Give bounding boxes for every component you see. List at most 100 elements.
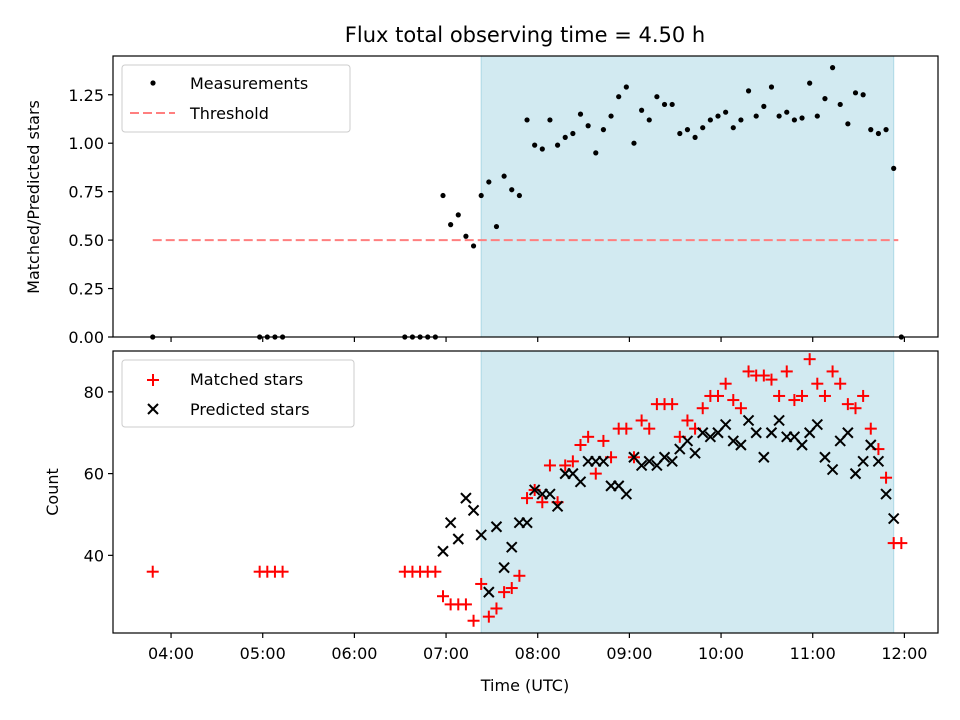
matched-star-point xyxy=(742,365,755,378)
predicted-star-point xyxy=(857,455,869,468)
measurement-point xyxy=(524,117,530,123)
predicted-star-point xyxy=(506,541,518,553)
bottom-x-tick-label: 08:00 xyxy=(515,644,561,663)
matched-star-point xyxy=(757,369,770,382)
measurement-point xyxy=(692,134,698,140)
predicted-star-point xyxy=(551,500,564,513)
measurement-point xyxy=(448,222,454,228)
legend-matched-label: Matched stars xyxy=(190,370,303,389)
predicted-star-point xyxy=(483,586,495,598)
top-y-tick-label: 1.25 xyxy=(68,86,104,105)
predicted-star-point xyxy=(750,427,762,439)
measurement-point xyxy=(639,107,645,113)
matched-star-point xyxy=(864,422,877,435)
top-axes-frame xyxy=(112,55,939,338)
matched-star-point xyxy=(834,377,847,390)
measurement-point xyxy=(852,90,859,96)
top-y-tick-label: 1.00 xyxy=(68,134,104,153)
matched-star-point xyxy=(459,598,472,611)
measurement-point xyxy=(814,113,820,119)
predicted-star-point xyxy=(742,414,755,427)
predicted-star-point xyxy=(819,451,831,463)
predicted-star-point xyxy=(597,455,610,468)
predicted-star-point xyxy=(467,504,480,517)
predicted-star-point xyxy=(666,455,678,468)
predicted-star-point xyxy=(643,455,655,468)
measurement-point xyxy=(837,101,843,108)
bottom-legend-box xyxy=(121,359,355,428)
legend-matched-marker xyxy=(147,374,159,386)
matched-star-point xyxy=(505,582,518,595)
matched-star-point xyxy=(620,422,633,435)
matched-star-point xyxy=(818,389,831,402)
measurement-point xyxy=(669,101,675,108)
predicted-star-point xyxy=(490,521,503,533)
measurement-point xyxy=(470,243,477,249)
matched-star-point xyxy=(490,602,503,615)
matched-star-point xyxy=(681,414,694,427)
predicted-star-point xyxy=(697,427,709,439)
measurement-point xyxy=(883,127,889,133)
matched-star-point xyxy=(597,434,610,447)
bottom-x-tick-label: 06:00 xyxy=(331,644,377,663)
predicted-star-point xyxy=(773,414,785,427)
matched-star-point xyxy=(826,365,839,378)
measurement-point xyxy=(761,103,767,109)
predicted-star-point xyxy=(849,467,862,480)
legend-predicted-marker xyxy=(147,403,159,415)
measurement-point xyxy=(646,117,652,123)
matched-star-point xyxy=(589,467,602,480)
matched-star-point xyxy=(574,439,587,451)
bottom-y-tick-label: 40 xyxy=(84,546,104,565)
measurement-point xyxy=(608,113,614,119)
top-y-tick-label: 0.00 xyxy=(68,328,104,347)
measurement-point xyxy=(631,140,637,146)
measurement-point xyxy=(440,192,446,199)
predicted-star-point xyxy=(865,439,877,451)
matched-star-point xyxy=(467,614,480,627)
bottom-x-tick-label: 05:00 xyxy=(240,644,286,663)
measurement-point xyxy=(891,165,897,171)
measurement-point xyxy=(860,92,866,98)
measurement-point xyxy=(868,127,874,133)
predicted-star-point xyxy=(437,545,449,557)
measurement-point xyxy=(776,113,782,119)
predicted-star-point xyxy=(658,451,671,463)
matched-star-point xyxy=(765,373,778,386)
matched-star-point xyxy=(857,389,870,402)
matched-star-point xyxy=(582,430,595,443)
matched-star-point xyxy=(559,459,572,472)
top-y-ticks: 0.00 0.25 0.50 0.75 1.00 1.25 xyxy=(68,86,113,347)
measurement-point xyxy=(654,94,660,100)
predicted-star-point xyxy=(758,451,770,463)
predicted-star-point xyxy=(460,492,472,504)
predicted-star-point xyxy=(620,488,633,500)
matched-star-point xyxy=(719,377,732,390)
matched-star-point xyxy=(666,398,679,411)
top-shaded-span xyxy=(480,55,895,338)
bottom-y-tick-label: 80 xyxy=(84,383,104,402)
measurement-point xyxy=(829,65,836,71)
measurement-point xyxy=(516,192,522,199)
predicted-star-point xyxy=(521,516,533,529)
measurement-point xyxy=(509,187,515,193)
x-axis-label: Time (UTC) xyxy=(480,676,569,695)
predicted-star-point xyxy=(826,463,839,476)
matched-star-point xyxy=(482,610,495,623)
bottom-y-axis-label: Count xyxy=(43,468,62,516)
matched-star-point xyxy=(849,402,862,415)
measurement-point xyxy=(501,173,507,179)
bottom-x-tick-label: 10:00 xyxy=(698,644,744,663)
predicted-star-point xyxy=(475,529,487,541)
legend-predicted-label: Predicted stars xyxy=(190,400,310,419)
measurement-point xyxy=(532,142,538,148)
predicted-star-point xyxy=(528,484,541,496)
measurement-point xyxy=(593,150,599,156)
matched-star-point xyxy=(734,402,747,415)
bottom-x-tick-label: 09:00 xyxy=(606,644,652,663)
measurement-point xyxy=(791,117,797,123)
matched-star-point xyxy=(727,394,740,407)
measurement-point xyxy=(845,121,851,127)
measurement-point xyxy=(723,109,729,115)
